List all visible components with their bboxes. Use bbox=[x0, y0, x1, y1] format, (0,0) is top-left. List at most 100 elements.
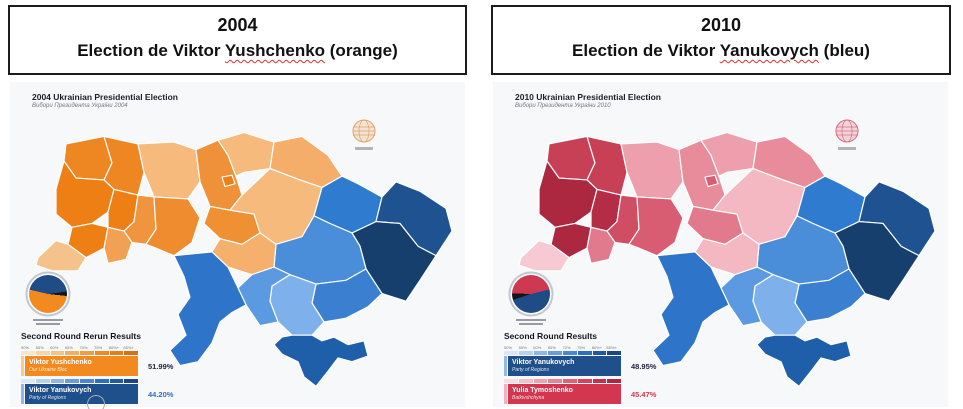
scale-gradient-row bbox=[21, 351, 138, 355]
candidate-pct: 45.47% bbox=[631, 389, 657, 399]
region-chernivtsi bbox=[103, 226, 133, 264]
scale-swatch bbox=[80, 379, 94, 383]
scale-tick-label: 50% bbox=[504, 345, 513, 350]
scale-swatch bbox=[124, 351, 138, 355]
scale-swatch bbox=[548, 351, 562, 355]
region-chernihiv bbox=[700, 132, 758, 177]
scale-swatch bbox=[65, 351, 79, 355]
scale-gradient-row bbox=[504, 351, 621, 355]
legend-heading: Second Round Rerun Results bbox=[21, 331, 141, 341]
globe-logo-icon bbox=[834, 118, 860, 144]
scale-swatch bbox=[563, 379, 577, 383]
scale-swatch bbox=[577, 351, 592, 355]
candidate-party: Party of Regions bbox=[512, 367, 549, 373]
vote-share-pie-2004 bbox=[29, 275, 67, 313]
bar-edge-strip bbox=[504, 356, 507, 376]
scale-tick-label: 80%+ bbox=[591, 345, 603, 350]
title-year-2010: 2010 bbox=[700, 15, 742, 35]
scale-swatch bbox=[504, 379, 518, 383]
title-line-2004: Election de Viktor Yushchenko (orange) bbox=[10, 41, 465, 61]
candidate-party: Batkivshchyna bbox=[512, 395, 545, 401]
cropped-pie-outline bbox=[87, 395, 105, 409]
vote-share-pie-2010 bbox=[512, 275, 550, 313]
globe-caption bbox=[355, 147, 373, 150]
title-prefix: Election de Viktor bbox=[572, 41, 720, 60]
bar-edge-strip bbox=[504, 384, 507, 404]
scale-swatch bbox=[533, 351, 548, 355]
scale-tick-label: 50% bbox=[21, 345, 30, 350]
title-box-2004: 2004 Election de Viktor Yushchenko (oran… bbox=[8, 5, 467, 75]
candidate-bar: Viktor Yanukovych Party of Regions bbox=[25, 384, 138, 404]
scale-tick-label: 85%+ bbox=[123, 345, 134, 350]
scale-tick-label: 75% bbox=[94, 345, 103, 350]
results-legend-2004: Second Round Rerun Results 50% 55% 60% 65% 7… bbox=[21, 331, 173, 407]
scale-swatch bbox=[35, 351, 50, 355]
candidate-name: Viktor Yanukovych bbox=[29, 387, 92, 394]
scale-swatch bbox=[35, 379, 50, 383]
candidate-row: Viktor Yushchenko Our Ukraine Bloc 51.99… bbox=[21, 356, 173, 376]
scale-tick-label: 70% bbox=[79, 345, 88, 350]
region-kyiv_city bbox=[221, 174, 236, 188]
scale-tick-label: 75% bbox=[577, 345, 586, 350]
candidate-pct: 48.95% bbox=[631, 361, 657, 371]
region-chernihiv bbox=[217, 132, 275, 177]
scale-swatch bbox=[518, 379, 533, 383]
candidate-name: Viktor Yushchenko bbox=[29, 359, 92, 366]
scale-swatch bbox=[50, 351, 65, 355]
title-suffix: (bleu) bbox=[818, 41, 870, 60]
candidate-bar: Viktor Yushchenko Our Ukraine Bloc bbox=[25, 356, 138, 376]
title-prefix: Election de Viktor bbox=[77, 41, 225, 60]
candidate-pct: 51.99% bbox=[148, 361, 174, 371]
candidate-row: Viktor Yanukovych Party of Regions 48.95… bbox=[504, 356, 656, 376]
candidate-row: Yulia Tymoshenko Batkivshchyna 45.47% bbox=[504, 384, 656, 404]
scale-tick-row: 50% 55% 60% 65% 70% 75% 80%+ 85%+ bbox=[504, 345, 621, 350]
globe-caption bbox=[838, 147, 856, 150]
scale-swatch bbox=[592, 379, 607, 383]
legend-heading: Second Round Results bbox=[504, 331, 598, 341]
scale-tick-label: 85%+ bbox=[606, 345, 617, 350]
region-chernivtsi bbox=[586, 226, 616, 264]
scale-swatch bbox=[607, 351, 621, 355]
title-year-2004: 2004 bbox=[217, 15, 258, 35]
map-title-2010: 2010 Ukrainian Presidential Election bbox=[515, 92, 661, 102]
scale-swatch bbox=[533, 379, 548, 383]
scale-swatch bbox=[50, 379, 65, 383]
pie-caption-line bbox=[519, 323, 543, 325]
scale-gradient-row bbox=[504, 379, 621, 383]
scale-gradient-row bbox=[21, 379, 138, 383]
region-crimea bbox=[273, 334, 369, 387]
candidate-bar: Viktor Yanukovych Party of Regions bbox=[508, 356, 621, 376]
results-legend-2010: Second Round Results 50% 55% 60% 65% 70% 75% 8… bbox=[504, 331, 656, 407]
scale-swatch bbox=[124, 379, 138, 383]
map-subtitle-2010: Вибори Президента України 2010 bbox=[515, 103, 611, 109]
scale-swatch bbox=[577, 379, 592, 383]
candidate-bar: Yulia Tymoshenko Batkivshchyna bbox=[508, 384, 621, 404]
scale-swatch bbox=[94, 351, 109, 355]
scale-tick-label: 55% bbox=[35, 345, 44, 350]
pie-caption-line bbox=[36, 323, 60, 325]
region-odesa bbox=[169, 251, 247, 367]
candidate-name: Viktor Yanukovych bbox=[512, 359, 575, 366]
title-suffix: (orange) bbox=[325, 41, 398, 60]
title-line-2010: Election de Viktor Yanukovych (bleu) bbox=[493, 41, 949, 61]
map-panel-2004: 2004 Ukrainian Presidential Election Виб… bbox=[10, 82, 465, 407]
scale-swatch bbox=[563, 351, 577, 355]
scale-swatch bbox=[592, 351, 607, 355]
scale-tick-label: 55% bbox=[518, 345, 527, 350]
map-subtitle-2004: Вибори Президента України 2004 bbox=[32, 103, 128, 109]
pie-caption-line bbox=[33, 319, 63, 321]
scale-swatch bbox=[65, 379, 79, 383]
scale-tick-label: 60% bbox=[50, 345, 59, 350]
scale-tick-label: 65% bbox=[64, 345, 73, 350]
scale-swatch bbox=[21, 379, 35, 383]
ukraine-choropleth-2010 bbox=[518, 132, 936, 387]
scale-swatch bbox=[504, 351, 518, 355]
region-zhytomyr bbox=[620, 141, 684, 200]
region-crimea bbox=[756, 334, 852, 387]
bar-edge-strip bbox=[21, 356, 24, 376]
scale-swatch bbox=[518, 351, 533, 355]
pie-caption-line bbox=[516, 319, 546, 321]
map-panel-2010: 2010 Ukrainian Presidential Election Виб… bbox=[493, 82, 948, 407]
scale-tick-label: 70% bbox=[562, 345, 571, 350]
